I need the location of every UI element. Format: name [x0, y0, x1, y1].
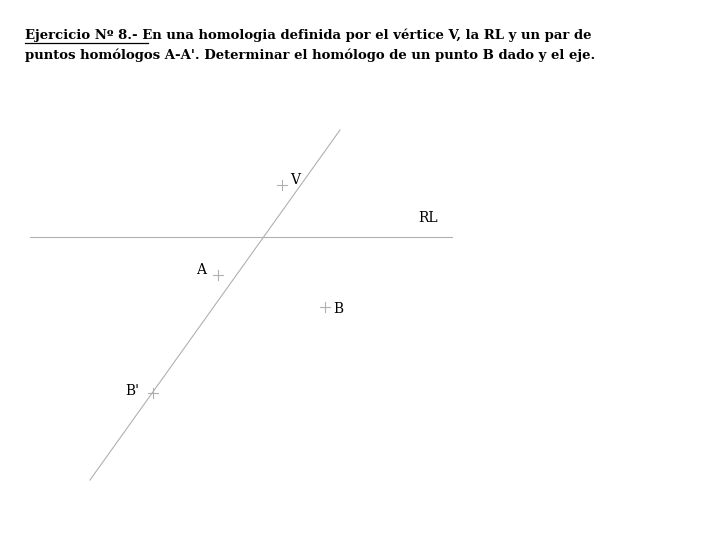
- Text: Ejercicio Nº 8.- En una homologia definida por el vértice V, la RL y un par de: Ejercicio Nº 8.- En una homologia defini…: [25, 28, 592, 42]
- Text: B': B': [125, 384, 139, 398]
- Text: puntos homólogos A-A'. Determinar el homólogo de un punto B dado y el eje.: puntos homólogos A-A'. Determinar el hom…: [25, 48, 595, 62]
- Text: B: B: [333, 302, 343, 316]
- Text: RL: RL: [418, 211, 438, 225]
- Text: V: V: [290, 173, 300, 187]
- Text: A: A: [196, 263, 206, 277]
